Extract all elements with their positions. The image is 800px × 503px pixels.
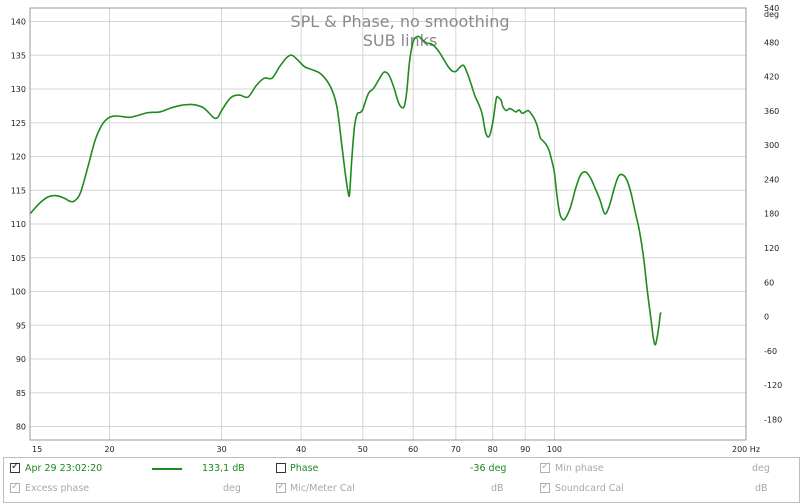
x-tick-label: 100 [547,445,562,454]
chart-title: SPL & Phase, no smoothing [291,12,510,31]
right-tick-label: 120 [764,244,779,253]
phase-checkbox[interactable] [276,463,286,473]
min-phase-unit: deg [752,463,770,474]
right-tick-label: 240 [764,175,779,184]
right-axis-ticks: 540 480 420 360 300 240 180 120 60 0 -60 -120 -180 [764,4,782,424]
left-tick-label: 100 [11,288,26,297]
x-tick-label: 70 [451,445,461,454]
spl-value: 133,1 dB [202,463,245,474]
x-tick-label: 20 [104,445,114,454]
right-tick-label: 540 [764,4,779,13]
x-tick-label: 60 [408,445,418,454]
left-tick-label: 105 [11,254,26,263]
right-tick-label: -120 [764,381,782,390]
left-tick-label: 95 [16,321,26,330]
right-tick-label: -180 [764,415,782,424]
legend-row-1: Apr 29 23:02:20 133,1 dB Phase -36 deg M… [4,460,799,480]
left-tick-label: 120 [11,153,26,162]
left-tick-label: 80 [16,423,26,432]
x-axis-ticks: 15 20 30 40 50 60 70 80 90 100 200 Hz [32,445,760,454]
right-tick-label: 300 [764,141,779,150]
left-tick-label: 90 [16,355,26,364]
right-tick-label: 60 [764,278,774,287]
mic-cal-unit: dB [491,483,504,494]
legend-panel: Apr 29 23:02:20 133,1 dB Phase -36 deg M… [3,457,800,503]
excess-phase-label: Excess phase [25,483,90,494]
soundcard-cal-label: Soundcard Cal [555,483,624,494]
excess-phase-unit: deg [223,483,241,494]
x-tick-label: 200 Hz [732,445,760,454]
soundcard-cal-unit: dB [755,483,768,494]
spl-phase-chart: 80 85 90 95 100 105 110 115 120 125 130 135 140 540 4… [11,4,782,454]
right-tick-label: 360 [764,107,779,116]
x-tick-label: 50 [358,445,368,454]
left-axis-ticks: 80 85 90 95 100 105 110 115 120 125 130 135 140 [11,18,26,432]
left-tick-label: 140 [11,18,26,27]
legend-row-2: Excess phase deg Mic/Meter Cal dB Soundc… [4,480,799,500]
mic-cal-label: Mic/Meter Cal [290,483,355,494]
phase-value: -36 deg [470,463,507,474]
x-tick-label: 15 [32,445,42,454]
right-tick-label: 0 [764,313,769,322]
left-tick-label: 125 [11,119,26,128]
spl-series-line [29,35,662,346]
right-tick-label: -60 [764,347,777,356]
x-tick-label: 40 [296,445,306,454]
spl-checkbox[interactable] [10,461,20,473]
min-phase-label: Min phase [555,463,604,474]
measurement-date-label: Apr 29 23:02:20 [25,463,103,474]
left-tick-label: 135 [11,51,26,60]
x-tick-label: 80 [488,445,498,454]
mic-cal-checkbox[interactable] [276,481,286,493]
x-tick-label: 30 [217,445,227,454]
left-tick-label: 130 [11,85,26,94]
left-tick-label: 85 [16,389,26,398]
chart-subtitle: SUB links [363,31,438,50]
excess-phase-checkbox[interactable] [10,481,20,493]
left-tick-label: 110 [11,220,26,229]
series-color-swatch[interactable] [152,468,182,470]
grid [29,8,747,440]
right-tick-label: 420 [764,73,779,82]
right-axis-unit: deg [764,10,779,19]
soundcard-cal-checkbox[interactable] [540,481,550,493]
plot-border [29,7,747,441]
right-tick-label: 180 [764,210,779,219]
right-tick-label: 480 [764,38,779,47]
phase-label: Phase [290,463,319,474]
series-group [29,35,662,346]
x-tick-label: 90 [520,445,530,454]
left-tick-label: 115 [11,186,26,195]
min-phase-checkbox[interactable] [540,461,550,473]
